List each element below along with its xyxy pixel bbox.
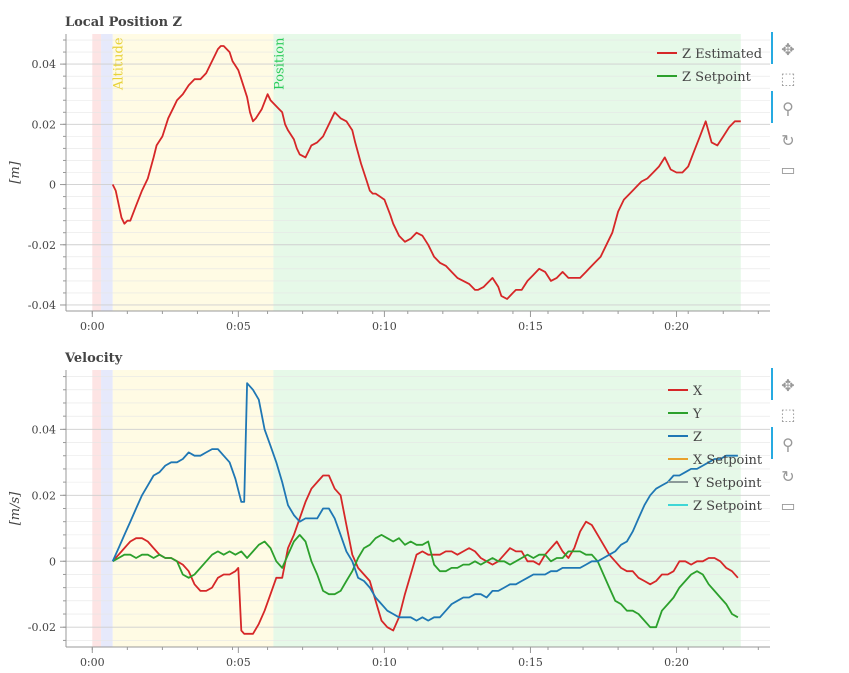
series-line-x <box>112 474 739 635</box>
chart-toolbar: ✥ ⬚ ⚲ ↻ ▭ <box>771 32 805 196</box>
chart-title: Velocity <box>64 351 123 366</box>
save-icon[interactable]: ▭ <box>780 159 796 179</box>
series-line-y <box>112 534 739 629</box>
x-tick-label: 0:00 <box>80 320 105 333</box>
wheel-zoom-icon[interactable]: ⚲ <box>771 427 799 459</box>
legend-label: Z Estimated <box>682 47 762 62</box>
legend-label: Z Setpoint <box>682 70 752 85</box>
wheel-zoom-icon[interactable]: ⚲ <box>771 91 799 123</box>
legend-label: Z Setpoint <box>693 499 763 514</box>
x-tick-label: 0:15 <box>518 656 543 669</box>
legend: XYZ X Setpoint Y Setpoint Z Setpoint <box>668 384 763 514</box>
y-tick-label: -0.02 <box>28 621 56 634</box>
y-tick-label: 0.04 <box>32 58 57 71</box>
velocity-chart: Velocity 0:00 0:05 0:10 0:15 0:20 0.04 0.02 0 -0… <box>8 351 770 669</box>
x-tick-label: 0:20 <box>664 656 689 669</box>
y-axis-label: [m/s] <box>8 491 23 525</box>
x-tick-label: 0:05 <box>226 320 251 333</box>
x-tick-label: 0:15 <box>518 320 543 333</box>
series-line-z-estimated <box>111 45 741 300</box>
box-zoom-icon[interactable]: ⬚ <box>780 404 796 424</box>
legend-label: Z <box>693 430 702 445</box>
pan-icon[interactable]: ✥ <box>771 368 799 400</box>
reset-icon[interactable]: ↻ <box>781 466 795 486</box>
y-tick-label: 0.02 <box>32 118 57 131</box>
x-tick-label: 0:20 <box>664 320 689 333</box>
y-tick-label: 0.02 <box>32 489 57 502</box>
legend-label: Y <box>692 407 702 422</box>
pan-icon[interactable]: ✥ <box>771 32 799 64</box>
y-tick-label: 0 <box>49 555 56 568</box>
legend-label: Y Setpoint <box>692 476 762 491</box>
y-tick-label: -0.02 <box>28 239 56 252</box>
chart-toolbar: ✥ ⬚ ⚲ ↻ ▭ <box>771 368 805 532</box>
x-tick-label: 0:10 <box>372 320 397 333</box>
x-tick-label: 0:10 <box>372 656 397 669</box>
y-tick-label: 0 <box>49 179 56 192</box>
legend-label: X <box>693 384 703 399</box>
series-line-z <box>111 382 738 622</box>
box-zoom-icon[interactable]: ⬚ <box>780 68 796 88</box>
chart-title: Local Position Z <box>65 15 183 30</box>
legend-label: X Setpoint <box>693 453 763 468</box>
mode-label-position: Position <box>272 37 287 90</box>
reset-icon[interactable]: ↻ <box>781 130 795 150</box>
y-axis-label: [m] <box>8 160 23 183</box>
y-tick-label: -0.04 <box>28 299 56 312</box>
y-tick-label: 0.04 <box>32 423 57 436</box>
mode-label-altitude: Altitude <box>112 37 127 91</box>
x-tick-label: 0:00 <box>80 656 105 669</box>
x-tick-label: 0:05 <box>226 656 251 669</box>
save-icon[interactable]: ▭ <box>780 495 796 515</box>
position-chart: Local Position Z 0:00 0:05 0:10 0:15 0:20 0.0… <box>8 15 770 333</box>
legend: Z Estimated Z Setpoint <box>657 47 762 85</box>
